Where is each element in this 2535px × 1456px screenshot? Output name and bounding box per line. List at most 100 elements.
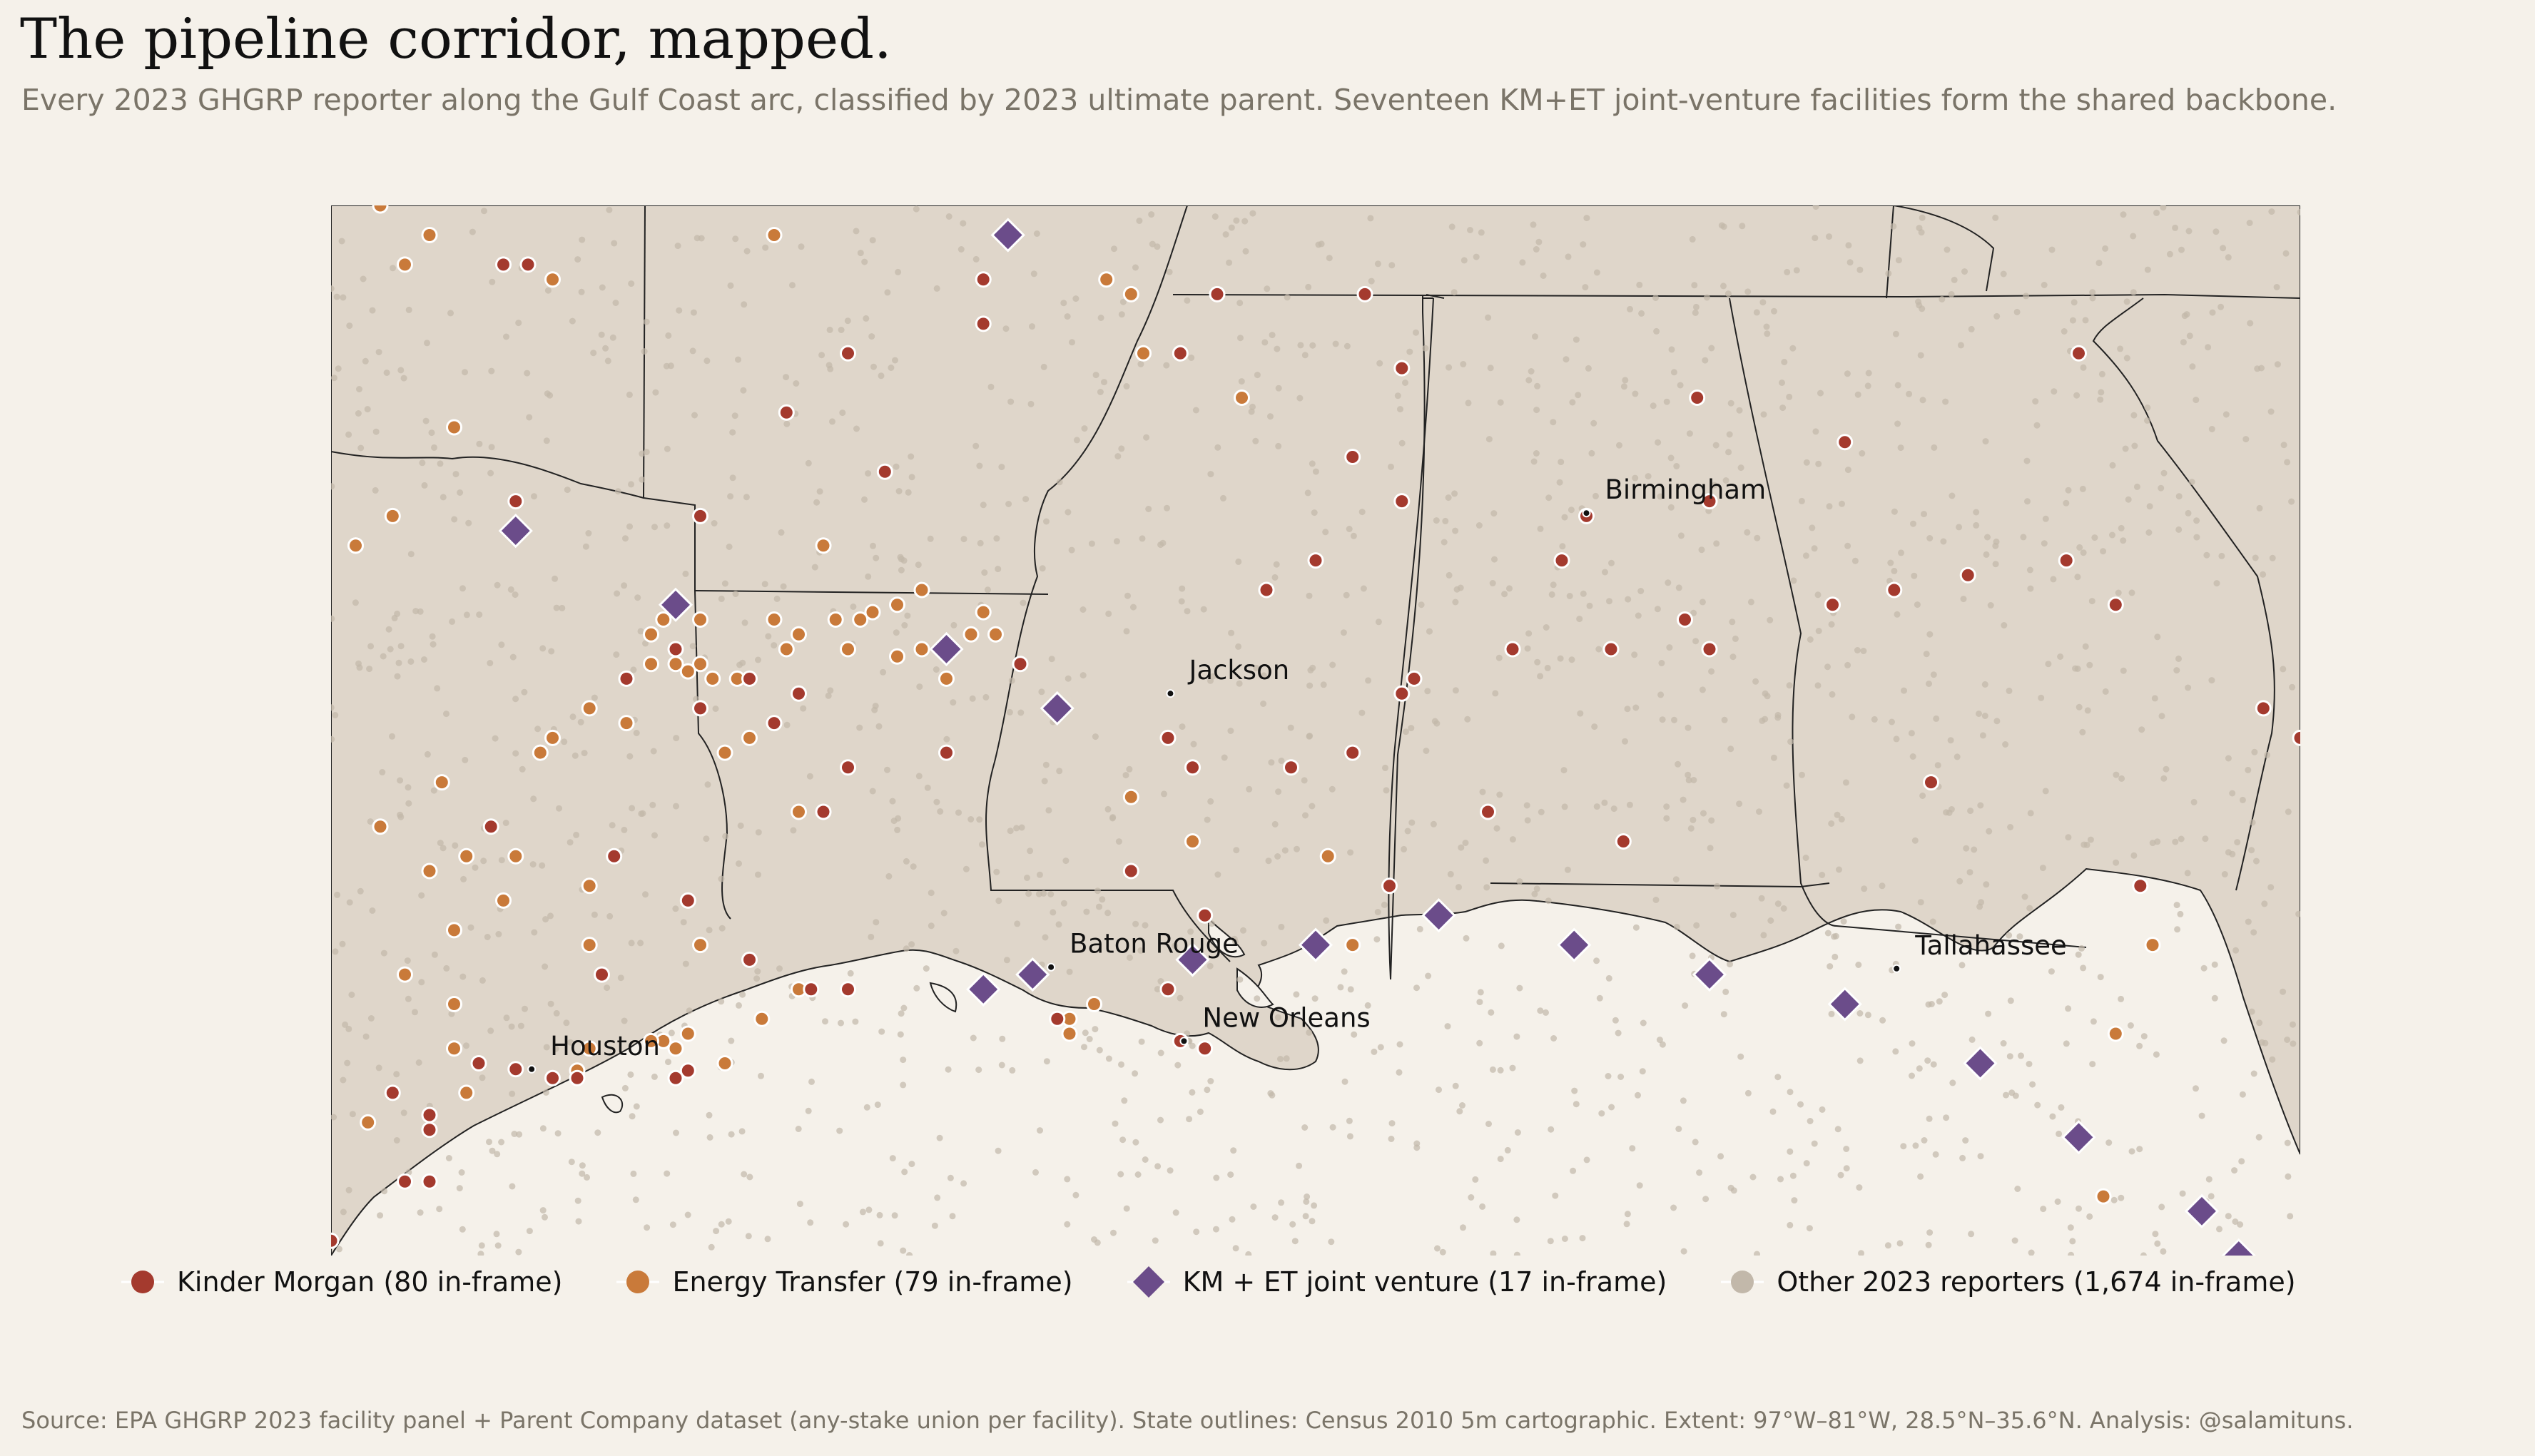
other-reporter-point (891, 1212, 898, 1219)
other-reporter-point (2079, 728, 2086, 735)
other-reporter-point (1425, 972, 1432, 979)
other-reporter-point (507, 586, 514, 593)
other-reporter-point (910, 863, 917, 870)
other-reporter-point (2000, 1040, 2007, 1047)
other-reporter-point (626, 391, 633, 398)
energy-transfer-layer (347, 205, 2161, 1205)
other-reporter-point (1708, 345, 1715, 352)
other-reporter-point (673, 803, 679, 810)
other-reporter-point (1157, 1049, 1164, 1057)
other-reporter-point (1446, 571, 1453, 579)
other-reporter-point (1166, 268, 1173, 275)
energy-transfer-point (1122, 285, 1139, 302)
pipeline-map[interactable]: Birmingham Jackson Baton Rouge Tallahassee N… (331, 205, 2300, 1256)
other-reporter-point (2239, 1091, 2246, 1098)
other-reporter-point (494, 581, 501, 589)
other-reporter-point (1747, 599, 1754, 606)
other-reporter-point (1893, 735, 1900, 743)
other-reporter-point (1533, 450, 1540, 457)
other-reporter-point (404, 957, 411, 964)
other-reporter-point (1374, 260, 1381, 268)
other-reporter-point (708, 1243, 715, 1251)
kinder-morgan-point (815, 803, 832, 820)
other-reporter-point (2186, 332, 2193, 340)
energy-transfer-point (840, 641, 856, 658)
other-reporter-point (2041, 282, 2048, 288)
other-reporter-point (367, 818, 374, 825)
other-reporter-point (1154, 986, 1161, 993)
other-reporter-point (1245, 1251, 1252, 1256)
kinder-morgan-point (1689, 390, 1706, 406)
other-reporter-point (489, 1147, 496, 1154)
other-reporter-point (568, 1159, 575, 1166)
energy-transfer-point (421, 227, 438, 243)
other-reporter-point (1193, 1228, 1200, 1236)
other-reporter-point (1184, 297, 1191, 304)
other-reporter-point (1753, 309, 1760, 316)
other-reporter-point (480, 857, 487, 865)
other-reporter-point (2198, 1112, 2205, 1119)
other-reporter-point (342, 1021, 349, 1028)
other-reporter-point (838, 327, 845, 333)
other-reporter-point (970, 1034, 977, 1042)
other-reporter-point (1038, 688, 1045, 696)
energy-transfer-point (655, 611, 672, 628)
other-reporter-point (1297, 342, 1304, 349)
other-reporter-point (367, 643, 375, 650)
other-reporter-point (1267, 413, 1274, 420)
other-reporter-point (755, 829, 762, 836)
other-reporter-point (2128, 1148, 2135, 1155)
other-reporter-point (1544, 664, 1551, 671)
kinder-morgan-point (791, 685, 807, 702)
other-reporter-point (1737, 1053, 1744, 1060)
other-reporter-point (2178, 246, 2185, 253)
other-reporter-point (1350, 532, 1357, 539)
other-reporter-point (383, 370, 390, 376)
other-reporter-point (1118, 311, 1125, 318)
other-reporter-point (1654, 606, 1661, 613)
other-reporter-point (1590, 419, 1597, 427)
other-reporter-point (2221, 871, 2228, 877)
other-reporter-point (1668, 346, 1675, 353)
other-reporter-point (2290, 1021, 2296, 1028)
other-reporter-point (1727, 1184, 1734, 1191)
other-reporter-point (355, 410, 362, 417)
energy-transfer-point (692, 937, 708, 954)
other-reporter-point (2120, 537, 2127, 544)
kinder-morgan-point (569, 1069, 586, 1086)
other-reporter-point (457, 489, 464, 496)
other-reporter-point (2202, 835, 2209, 842)
other-reporter-point (811, 564, 818, 571)
other-reporter-point (1685, 771, 1692, 778)
map-subtitle: Every 2023 GHGRP reporter along the Gulf… (21, 83, 2337, 117)
other-reporter-point (1843, 1165, 1850, 1172)
other-reporter-point (2175, 493, 2183, 500)
kinder-morgan-point (1283, 759, 1299, 776)
other-reporter-point (1260, 672, 1267, 679)
other-reporter-point (1815, 628, 1822, 634)
other-reporter-point (998, 464, 1005, 471)
other-reporter-point (522, 1005, 528, 1012)
other-reporter-point (1452, 527, 1459, 534)
other-reporter-point (628, 940, 635, 947)
other-reporter-point (1919, 793, 1926, 799)
other-reporter-point (397, 777, 404, 784)
other-reporter-point (1459, 1102, 1465, 1109)
other-reporter-point (1088, 540, 1095, 547)
other-reporter-point (1207, 798, 1214, 805)
other-reporter-point (394, 610, 401, 617)
other-reporter-point (2185, 228, 2193, 235)
other-reporter-point (356, 386, 362, 392)
other-reporter-point (1172, 942, 1179, 950)
other-reporter-point (632, 1196, 639, 1203)
other-reporter-point (1426, 628, 1433, 635)
other-reporter-point (1513, 1216, 1520, 1223)
other-reporter-point (1811, 1140, 1818, 1147)
other-reporter-point (2297, 208, 2300, 215)
other-reporter-point (1320, 681, 1327, 688)
other-reporter-point (2063, 1040, 2070, 1047)
other-reporter-point (400, 1109, 407, 1116)
other-reporter-point (1931, 444, 1938, 451)
other-reporter-point (1732, 635, 1739, 642)
kinder-morgan-point (482, 818, 499, 835)
